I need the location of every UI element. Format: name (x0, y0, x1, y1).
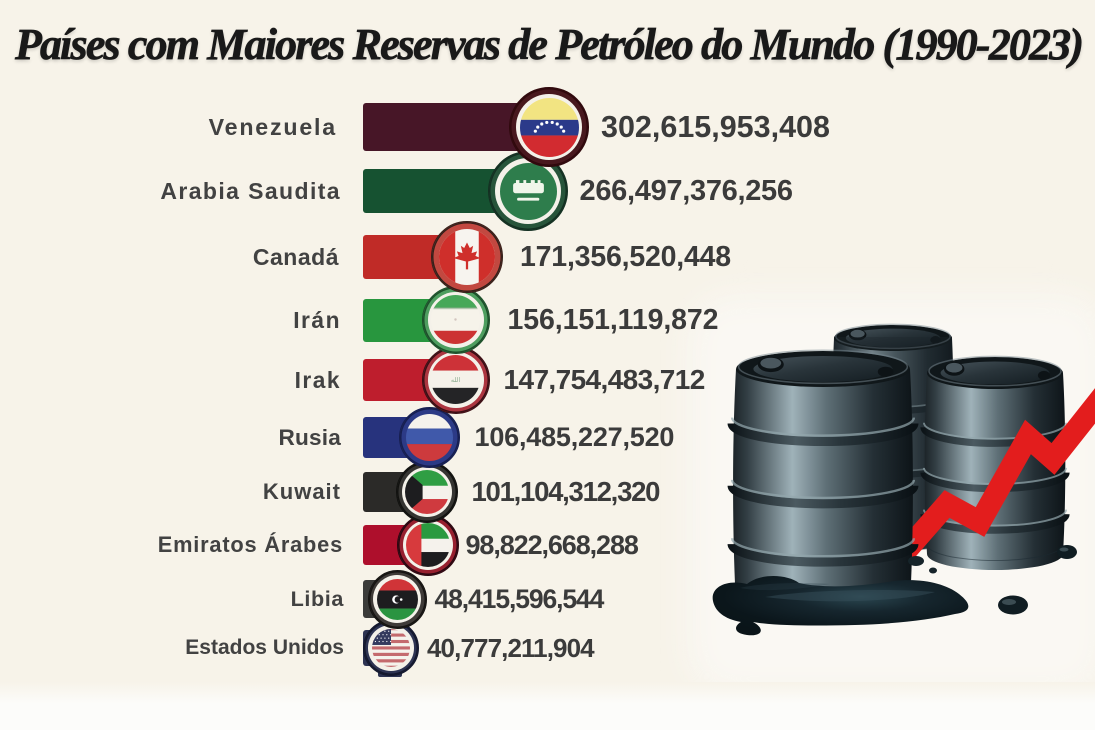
svg-text:الله: الله (451, 377, 460, 384)
